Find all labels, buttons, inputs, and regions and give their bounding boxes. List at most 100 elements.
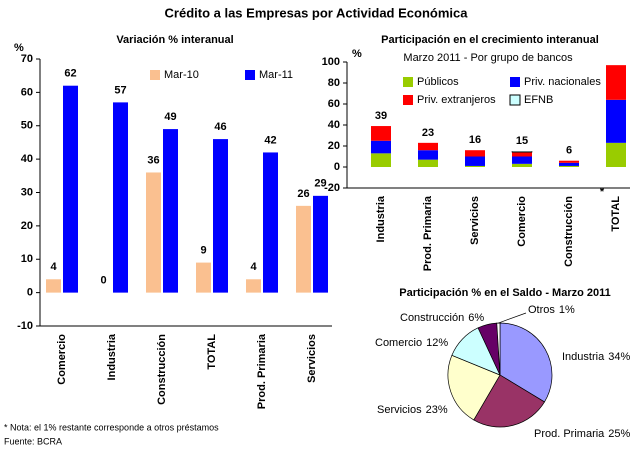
y-tick-label: 30 (21, 186, 33, 198)
total-label: 15 (516, 135, 528, 147)
bar (196, 262, 211, 293)
slice-name: Prod. Primaria (534, 428, 605, 440)
y-tick-label: 10 (21, 253, 33, 265)
y-tick-label: -10 (17, 320, 33, 332)
data-label: 9 (200, 244, 206, 256)
slice-value: 25% (608, 428, 630, 440)
x-tick-label: Prod. Primaria (256, 333, 268, 409)
bar-segment (512, 156, 532, 164)
legend-label: Públicos (417, 76, 459, 88)
bar-segment (371, 126, 391, 141)
legend-label: Mar-10 (164, 69, 199, 81)
bar-segment (465, 150, 485, 157)
y-tick-label: 0 (334, 161, 340, 173)
bar (63, 85, 78, 293)
data-label: 0 (100, 275, 106, 287)
x-tick-label: TOTAL (206, 334, 218, 370)
bar-segment (418, 142, 438, 151)
note: * Nota: el 1% restante corresponde a otr… (4, 422, 219, 432)
source: Fuente: BCRA (4, 436, 62, 446)
data-label: 46 (214, 121, 226, 133)
data-label: 26 (297, 188, 309, 200)
y-tick-label: 80 (328, 77, 340, 89)
x-tick-label: Construcción (156, 334, 168, 405)
bar (113, 102, 128, 293)
legend-label: Priv. nacionales (524, 76, 601, 88)
chart-title: Participación % en el Saldo - Marzo 2011 (399, 287, 611, 299)
bar (213, 139, 228, 293)
x-tick-label: Comercio (516, 196, 528, 247)
x-tick-label: Industria (106, 333, 118, 380)
bar-segment (606, 99, 626, 143)
data-label: 4 (250, 261, 257, 273)
bar (246, 279, 261, 293)
pie-slice (499, 322, 553, 403)
y-axis-label: % (352, 48, 362, 60)
leader-line (498, 312, 527, 324)
slice-value: 23% (426, 404, 448, 416)
y-tick-label: 60 (21, 86, 33, 98)
slice-label: Industria 34% (562, 351, 630, 363)
legend-label: Mar-11 (259, 69, 293, 81)
x-tick-label: Servicios (469, 196, 481, 245)
bar-segment (512, 163, 532, 167)
chart-title: Variación % interanual (116, 34, 233, 46)
slice-name: Servicios (377, 404, 422, 416)
y-tick-label: 50 (21, 120, 33, 132)
total-label: 39 (375, 110, 387, 122)
slice-name: Construcción (400, 312, 464, 324)
bar-segment (559, 160, 579, 163)
y-axis-label: % (14, 42, 24, 54)
legend-swatch (245, 70, 255, 80)
bar-segment (511, 151, 533, 153)
total-label: 16 (469, 134, 481, 146)
data-label: 49 (164, 111, 176, 123)
y-tick-label: 100 (322, 56, 340, 68)
x-tick-label: Prod. Primaria (422, 195, 434, 271)
bar (146, 172, 161, 293)
legend-swatch (150, 70, 160, 80)
bar (163, 129, 178, 293)
pie-slice (473, 374, 545, 428)
slice-label: Construcción 6% (400, 312, 484, 324)
chart-subtitle: Marzo 2011 - Por grupo de bancos (403, 52, 573, 64)
y-tick-label: 70 (21, 53, 33, 65)
legend-label: EFNB (524, 94, 553, 106)
bar (313, 195, 328, 293)
data-label: 4 (50, 261, 57, 273)
pie-slice (496, 322, 501, 376)
bar-segment (465, 165, 485, 167)
bar (296, 205, 311, 293)
data-label: 36 (147, 154, 159, 166)
x-tick-label: Construcción (563, 196, 575, 267)
y-tick-label: 40 (21, 153, 33, 165)
total-label: * (600, 186, 605, 198)
bar-segment (418, 159, 438, 167)
bar (46, 279, 61, 293)
data-label: 57 (114, 84, 126, 96)
pie-slice (447, 354, 501, 421)
slice-name: Otros (528, 304, 555, 316)
total-label: 6 (566, 145, 572, 157)
legend-label: Priv. extranjeros (417, 94, 496, 106)
legend-swatch (403, 95, 413, 105)
x-tick-label: Industria (375, 195, 387, 242)
slice-name: Comercio (375, 337, 422, 349)
bar-segment (371, 140, 391, 154)
slice-label: Otros 1% (528, 304, 575, 316)
y-tick-label: 0 (27, 287, 33, 299)
slice-value: 12% (426, 337, 448, 349)
slice-label: Comercio 12% (375, 337, 448, 349)
bar-segment (559, 165, 579, 167)
slice-value: 34% (608, 351, 630, 363)
page-title: Crédito a las Empresas por Actividad Eco… (165, 5, 469, 20)
chart-title: Participación en el crecimiento interanu… (381, 34, 599, 46)
data-label: 62 (64, 68, 76, 80)
legend-swatch (403, 77, 413, 87)
y-tick-label: -20 (324, 182, 340, 194)
slice-value: 1% (559, 304, 575, 316)
data-label: 29 (314, 178, 326, 190)
x-tick-label: Servicios (306, 334, 318, 383)
x-tick-label: Comercio (56, 334, 68, 385)
